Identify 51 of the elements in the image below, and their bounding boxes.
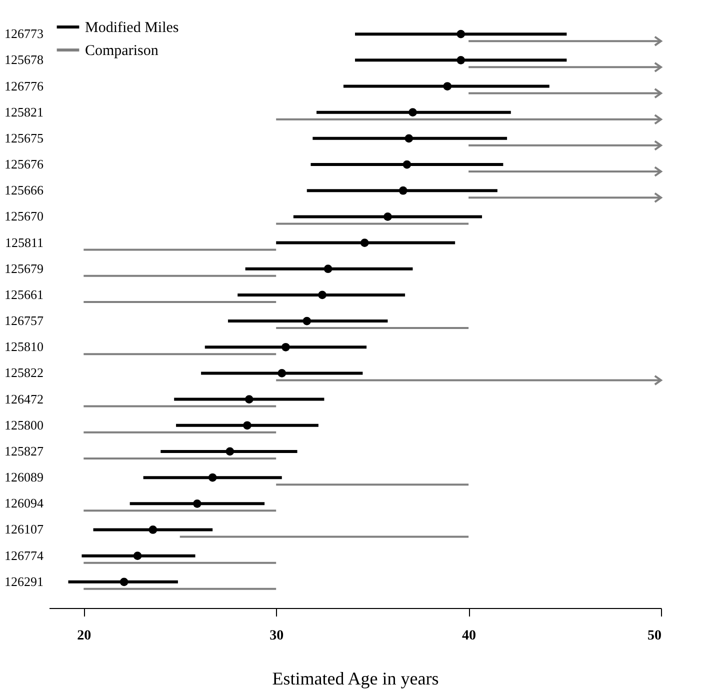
y-tick-label: 126776 [4, 78, 44, 94]
y-tick-label: 125675 [4, 130, 44, 146]
point [402, 160, 412, 169]
point [360, 238, 369, 247]
y-tick-label: 126291 [4, 574, 44, 589]
y-tick-label: 125670 [4, 208, 44, 224]
point [120, 578, 128, 586]
y-tick-label: 125821 [4, 104, 44, 120]
point [193, 499, 202, 508]
point [318, 290, 326, 300]
point [282, 342, 290, 352]
y-tick-label: 125822 [4, 365, 44, 380]
y-tick-label: 126757 [4, 313, 44, 328]
y-tick-label: 126472 [4, 391, 44, 406]
y-tick-label: 125661 [4, 286, 44, 302]
y-tick-label: 125800 [4, 417, 44, 432]
y-tick-label: 126774 [4, 548, 44, 563]
y-tick-label: 126107 [4, 522, 44, 537]
point [456, 30, 466, 38]
x-tick-label: 20 [77, 628, 92, 644]
point [408, 108, 417, 117]
point [208, 473, 217, 482]
point [243, 421, 252, 430]
point [384, 212, 392, 221]
y-tick-label: 125811 [4, 234, 44, 250]
y-tick-label: 125827 [4, 443, 44, 458]
point [443, 82, 452, 90]
point [226, 447, 234, 456]
legend-label: Comparison [85, 43, 159, 59]
y-tick-label: 125666 [4, 182, 44, 198]
point [324, 264, 332, 274]
y-tick-label: 126773 [4, 26, 44, 42]
legend-label: Modified Miles [85, 20, 179, 36]
y-tick-label: 126089 [4, 470, 44, 485]
y-tick-label: 125810 [4, 339, 44, 354]
point [398, 186, 408, 195]
x-tick-label: 40 [462, 628, 476, 644]
point [278, 369, 286, 378]
x-tick-label: 50 [648, 628, 662, 644]
point [133, 552, 142, 560]
y-tick-label: 126094 [4, 496, 44, 511]
point [244, 395, 254, 404]
x-tick-label: 30 [270, 628, 284, 644]
x-axis-title: Estimated Age in years [272, 668, 439, 688]
point [404, 134, 414, 143]
point [456, 56, 466, 64]
y-tick-label: 125676 [4, 156, 44, 172]
point [148, 526, 158, 534]
y-tick-label: 125678 [4, 52, 44, 68]
y-tick-label: 125679 [4, 260, 44, 276]
point [302, 316, 312, 326]
